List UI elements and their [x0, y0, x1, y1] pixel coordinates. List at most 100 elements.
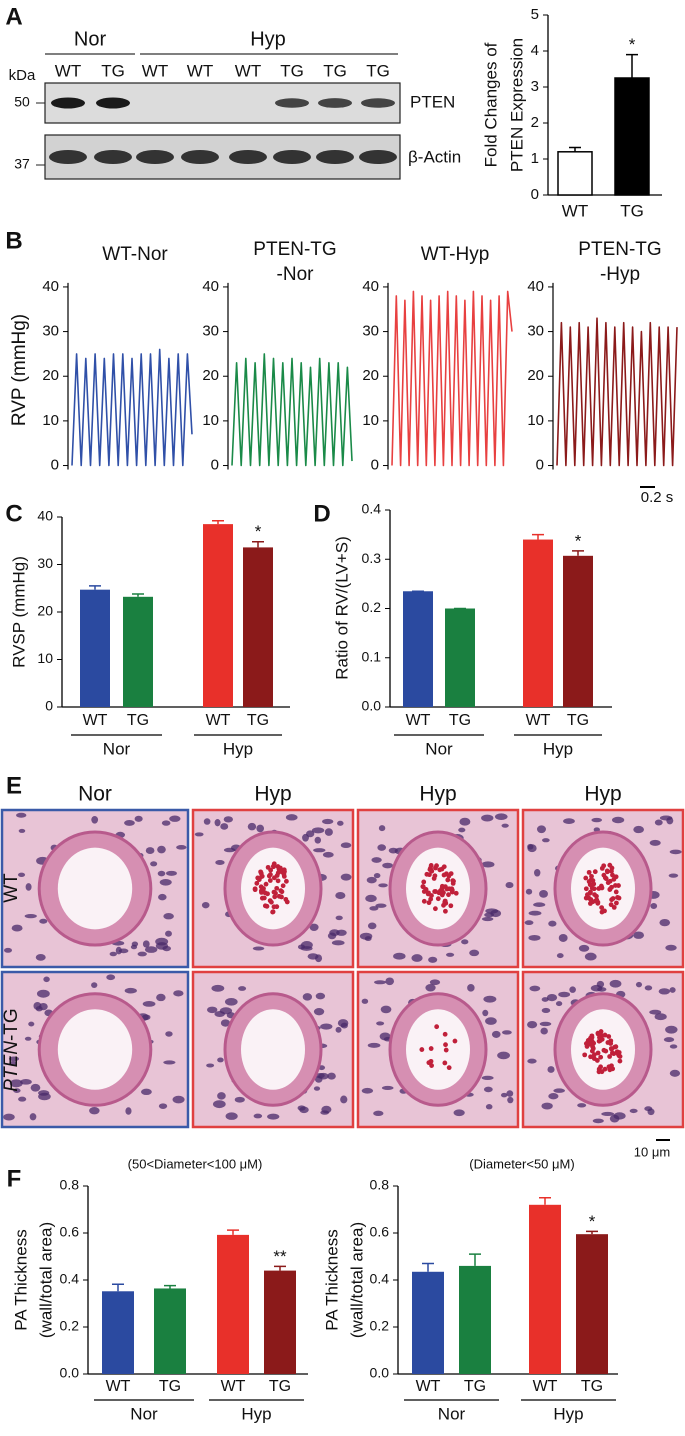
blood-cell: [271, 904, 277, 910]
blot-band: [361, 98, 395, 108]
nucleus: [8, 1056, 20, 1062]
blood-cell: [271, 863, 276, 869]
blood-cell: [426, 900, 432, 906]
nucleus: [361, 1087, 374, 1094]
nucleus: [285, 814, 298, 821]
blot-band: [96, 97, 130, 109]
nucleus: [558, 991, 571, 998]
nucleus: [453, 1109, 465, 1117]
nucleus: [9, 1079, 23, 1088]
blood-cell: [433, 889, 439, 894]
nucleus: [546, 993, 558, 1002]
nucleus: [91, 982, 98, 988]
nucleus: [381, 1085, 394, 1090]
blood-cell: [584, 1044, 590, 1049]
nucleus: [611, 816, 625, 824]
bar: [557, 151, 593, 196]
blood-cell: [591, 1056, 597, 1061]
blood-cell: [617, 1058, 623, 1064]
lane-label: WT: [187, 61, 213, 80]
y-axis-label: RVP (mmHg): [9, 314, 30, 426]
y-tick-label: 30: [362, 323, 379, 340]
nucleus: [547, 1066, 555, 1073]
nucleus: [20, 1078, 32, 1085]
y-tick-label: 40: [527, 278, 544, 295]
nucleus: [137, 951, 147, 957]
blood-cell: [615, 895, 620, 900]
panel-letter: A: [5, 3, 22, 30]
error-bar: [569, 146, 581, 152]
y-tick-label: 0.0: [370, 1365, 390, 1381]
nucleus: [527, 844, 537, 853]
blood-cell: [591, 881, 597, 887]
pressure-trace: [556, 317, 678, 467]
lumen: [57, 1009, 133, 1090]
nucleus: [106, 974, 116, 981]
nucleus: [425, 983, 436, 992]
y-tick-label: 30: [42, 323, 59, 340]
blood-cell: [258, 870, 264, 876]
nucleus: [633, 825, 645, 834]
nucleus: [206, 1006, 218, 1014]
blood-cell: [283, 878, 289, 884]
blood-cell: [592, 869, 598, 875]
y-tick-label: 1: [531, 150, 539, 167]
bar: [123, 596, 153, 707]
nucleus: [337, 820, 344, 826]
nucleus: [337, 1019, 349, 1028]
nucleus: [253, 1113, 263, 1119]
nucleus: [220, 1019, 231, 1027]
nucleus: [89, 1107, 100, 1115]
nucleus: [194, 832, 204, 837]
nucleus: [527, 1058, 537, 1064]
blood-cell: [609, 1046, 615, 1052]
nucleus: [224, 997, 238, 1006]
blood-cell: [442, 1031, 448, 1037]
nucleus: [315, 1072, 325, 1079]
y-tick-label: 30: [37, 555, 53, 571]
blood-cell: [589, 1034, 595, 1040]
blood-cell: [274, 885, 280, 891]
blood-cell: [268, 867, 274, 873]
nucleus: [485, 1104, 493, 1110]
nucleus: [542, 838, 550, 843]
nucleus: [17, 872, 26, 877]
y-tick-label: 4: [531, 42, 539, 59]
nucleus: [315, 992, 326, 1000]
image-border: [356, 970, 520, 1129]
nucleus: [505, 882, 514, 889]
y-axis-label: (wall/total area): [36, 1222, 55, 1338]
blood-cell: [427, 867, 433, 873]
nucleus: [29, 1113, 37, 1121]
blood-cell: [443, 1047, 449, 1053]
nucleus: [314, 836, 322, 844]
nucleus: [548, 1093, 559, 1100]
group-label: Nor: [425, 739, 453, 758]
image-border: [0, 808, 190, 969]
blood-cell: [426, 890, 431, 896]
x-tick-label: WT: [83, 712, 108, 729]
y-tick-label: 30: [202, 323, 219, 340]
blood-cell: [428, 1046, 434, 1051]
blood-cell: [607, 886, 613, 892]
nucleus: [378, 883, 388, 888]
y-tick-label: 0.4: [362, 501, 382, 517]
nucleus: [374, 980, 387, 985]
y-tick-label: 0.2: [362, 599, 382, 615]
scale-label: 0.2 s: [641, 489, 674, 506]
bar: [154, 1288, 186, 1374]
blood-cell: [434, 863, 439, 869]
lane-label: TG: [280, 61, 304, 80]
y-tick-label: 0.8: [370, 1177, 390, 1193]
nucleus: [223, 816, 233, 823]
chart-title: WT-Nor: [102, 244, 168, 265]
blood-cell: [421, 889, 427, 894]
nucleus: [485, 1017, 497, 1025]
x-tick-label: TG: [581, 1378, 603, 1395]
nucleus: [3, 947, 13, 953]
lumen: [57, 847, 133, 930]
chart-subtitle: (Diameter<50 μM): [469, 1156, 574, 1171]
blood-cell: [599, 1069, 605, 1075]
y-tick-label: 20: [42, 367, 59, 384]
nucleus: [38, 1002, 48, 1011]
